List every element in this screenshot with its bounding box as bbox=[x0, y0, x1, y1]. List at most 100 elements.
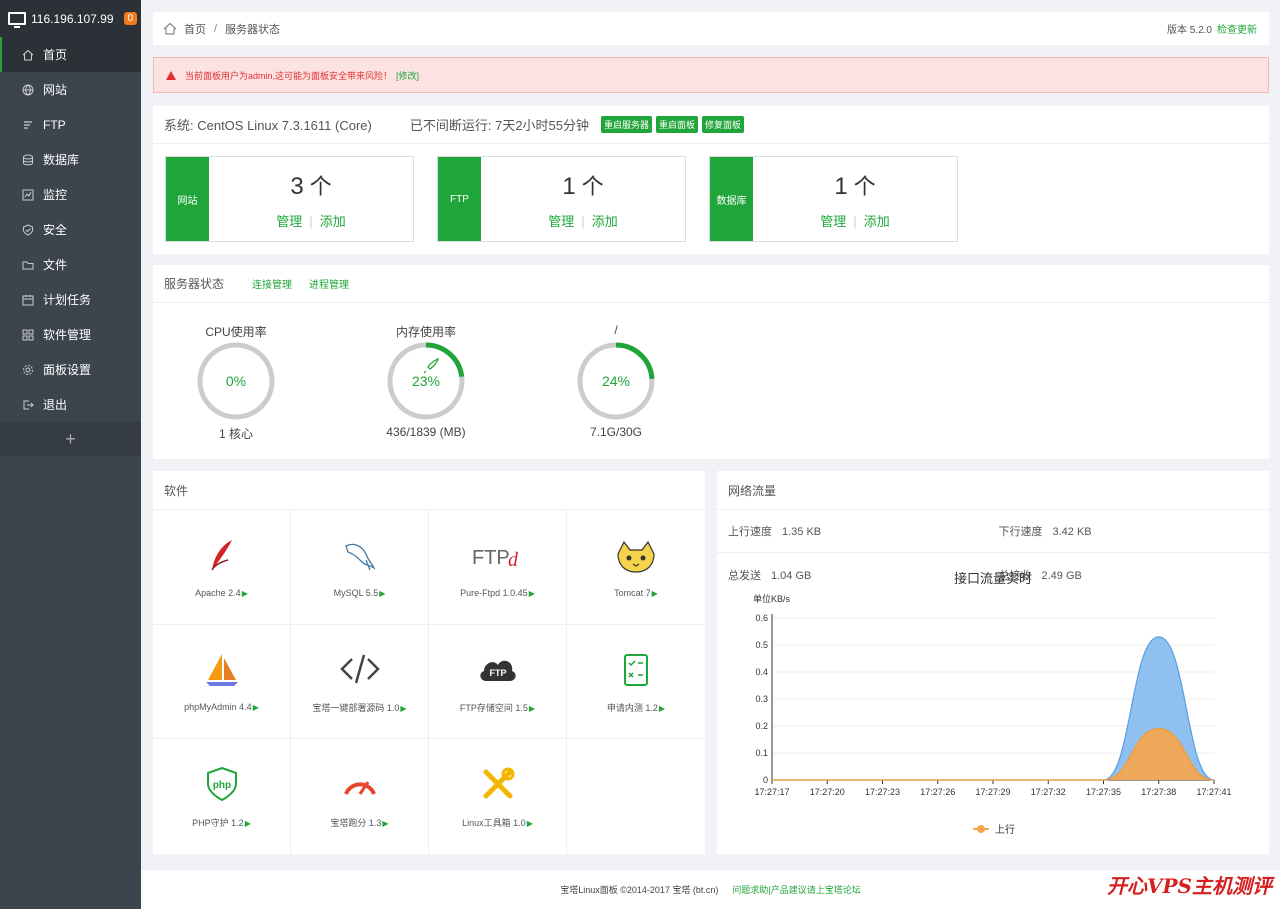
gauge-ring[interactable]: 24% bbox=[576, 341, 656, 421]
software-name: PHP守护 1.2▶ bbox=[192, 816, 251, 829]
sidebar-item-5[interactable]: 安全 bbox=[0, 212, 141, 247]
y-tick-label: 0 bbox=[763, 775, 768, 785]
gauge-ring[interactable]: 23% bbox=[386, 341, 466, 421]
software-item[interactable]: Apache 2.4▶ bbox=[153, 510, 291, 625]
ftp-manage-link[interactable]: 管理 bbox=[548, 214, 574, 229]
software-name: Pure-Ftpd 1.0.45▶ bbox=[460, 588, 535, 598]
grid-icon bbox=[22, 329, 34, 341]
software-item[interactable]: php PHP守护 1.2▶ bbox=[153, 739, 291, 854]
gauge-title: CPU使用率 bbox=[166, 323, 306, 337]
software-name: 申请内测 1.2▶ bbox=[607, 701, 665, 714]
sidebar-item-3[interactable]: 数据库 bbox=[0, 142, 141, 177]
version-info: 版本 5.2.0 检查更新 bbox=[1167, 21, 1257, 36]
gear-icon bbox=[22, 364, 34, 376]
stat-label: FTP bbox=[438, 157, 481, 241]
speedometer-icon bbox=[340, 764, 380, 804]
notification-badge[interactable]: 0 bbox=[124, 12, 138, 25]
x-tick-label: 17:27:20 bbox=[810, 787, 845, 797]
software-item[interactable]: Tomcat 7▶ bbox=[567, 510, 705, 625]
software-item[interactable]: 宝塔一键部署源码 1.0▶ bbox=[291, 625, 429, 740]
chart-ylabel: 单位KB/s bbox=[753, 593, 791, 604]
gauge-title: 内存使用率 bbox=[356, 323, 496, 337]
sidebar-add-button[interactable]: + bbox=[0, 422, 141, 456]
software-name: Linux工具箱 1.0▶ bbox=[462, 816, 533, 829]
breadcrumb-current: 服务器状态 bbox=[225, 21, 280, 37]
sidebar-item-6[interactable]: 文件 bbox=[0, 247, 141, 282]
sidebar-item-2[interactable]: FTP bbox=[0, 107, 141, 142]
restart-server-button[interactable]: 重启服务器 bbox=[601, 116, 652, 133]
sidebar-item-label: 首页 bbox=[43, 46, 67, 63]
database-manage-link[interactable]: 管理 bbox=[820, 214, 846, 229]
check-update-link[interactable]: 检查更新 bbox=[1217, 25, 1257, 36]
home-icon bbox=[163, 22, 177, 35]
rocket-icon bbox=[424, 359, 438, 373]
sidebar-item-7[interactable]: 计划任务 bbox=[0, 282, 141, 317]
software-item[interactable]: MySQL 5.5▶ bbox=[291, 510, 429, 625]
software-name: 宝塔一键部署源码 1.0▶ bbox=[312, 701, 406, 714]
sidebar-item-1[interactable]: 网站 bbox=[0, 72, 141, 107]
x-tick-label: 17:27:23 bbox=[865, 787, 900, 797]
stat-label: 数据库 bbox=[710, 157, 753, 241]
process-manage-link[interactable]: 进程管理 bbox=[309, 276, 349, 291]
sidebar-item-label: 面板设置 bbox=[43, 361, 91, 378]
stat-box-ftp: FTP 1个 管理 | 添加 bbox=[437, 156, 686, 242]
software-item[interactable]: FTP FTP存储空间 1.5▶ bbox=[429, 625, 567, 740]
software-item[interactable]: FTP d Pure-Ftpd 1.0.45▶ bbox=[429, 510, 567, 625]
sidebar-item-label: 网站 bbox=[43, 81, 67, 98]
chart-title: 接口流量实时 bbox=[954, 571, 1032, 586]
sidebar-item-10[interactable]: 退出 bbox=[0, 387, 141, 422]
calendar-icon bbox=[22, 294, 34, 306]
gauge-detail: 1 核心 bbox=[166, 425, 306, 442]
footer-forum-link[interactable]: 问题求助|产品建议请上宝塔论坛 bbox=[732, 883, 860, 896]
x-tick-label: 17:27:26 bbox=[920, 787, 955, 797]
breadcrumb: 首页 / 服务器状态 版本 5.2.0 检查更新 bbox=[153, 12, 1269, 45]
software-item[interactable]: phpMyAdmin 4.4▶ bbox=[153, 625, 291, 740]
restart-panel-button[interactable]: 重启面板 bbox=[656, 116, 698, 133]
software-name: Apache 2.4▶ bbox=[195, 588, 248, 598]
software-item[interactable]: Linux工具箱 1.0▶ bbox=[429, 739, 567, 854]
legend-label[interactable]: 上行 bbox=[995, 823, 1015, 836]
breadcrumb-home-link[interactable]: 首页 bbox=[184, 21, 206, 37]
exit-icon bbox=[22, 399, 34, 411]
svg-text:php: php bbox=[212, 780, 230, 791]
database-add-link[interactable]: 添加 bbox=[864, 214, 890, 229]
download-speed-label: 下行速度 bbox=[999, 526, 1043, 538]
gauge-0: CPU使用率 0% 1 核心 bbox=[166, 323, 306, 442]
y-tick-label: 0.5 bbox=[755, 640, 768, 650]
version-label: 版本 5.2.0 bbox=[1167, 25, 1212, 36]
sidebar-menu: 首页网站 FTP 数据库 监控 安全 文件 计划任务 软件管理面板设置退出 bbox=[0, 37, 141, 422]
sidebar-item-9[interactable]: 面板设置 bbox=[0, 352, 141, 387]
legend-marker bbox=[977, 825, 985, 833]
ftp-add-link[interactable]: 添加 bbox=[592, 214, 618, 229]
software-empty-cell bbox=[567, 739, 705, 854]
download-speed-value: 3.42 KB bbox=[1053, 526, 1092, 538]
repair-panel-button[interactable]: 修复面板 bbox=[702, 116, 744, 133]
database-icon bbox=[22, 154, 34, 166]
gauge-1: 内存使用率 23% 436/1839 (MB) bbox=[356, 323, 496, 439]
gauge-title: / bbox=[546, 323, 686, 337]
server-header: 116.196.107.99 0 bbox=[0, 0, 141, 37]
sidebar-item-8[interactable]: 软件管理 bbox=[0, 317, 141, 352]
footer-copyright: 宝塔Linux面板 ©2014-2017 宝塔 (bt.cn) bbox=[560, 883, 718, 896]
sidebar-item-4[interactable]: 监控 bbox=[0, 177, 141, 212]
y-tick-label: 0.4 bbox=[755, 667, 768, 677]
ftpd-logo-icon: FTP d bbox=[468, 536, 528, 576]
network-panel: 网络流量 上行速度 1.35 KB 下行速度 3.42 KB 总发送 1.04 GB … bbox=[717, 471, 1269, 854]
gauge-ring[interactable]: 0% bbox=[196, 341, 276, 421]
website-manage-link[interactable]: 管理 bbox=[276, 214, 302, 229]
website-add-link[interactable]: 添加 bbox=[320, 214, 346, 229]
sidebar-item-0[interactable]: 首页 bbox=[0, 37, 141, 72]
software-item[interactable]: 申请内测 1.2▶ bbox=[567, 625, 705, 740]
x-tick-label: 17:27:35 bbox=[1086, 787, 1121, 797]
connection-manage-link[interactable]: 连接管理 bbox=[252, 276, 292, 291]
software-item[interactable]: 宝塔跑分 1.3▶ bbox=[291, 739, 429, 854]
upload-speed-label: 上行速度 bbox=[728, 526, 772, 538]
x-tick-label: 17:27:29 bbox=[975, 787, 1010, 797]
software-name: 宝塔跑分 1.3▶ bbox=[330, 816, 388, 829]
tomcat-cat-icon bbox=[614, 536, 658, 576]
alert-modify-link[interactable]: [修改] bbox=[396, 69, 419, 82]
